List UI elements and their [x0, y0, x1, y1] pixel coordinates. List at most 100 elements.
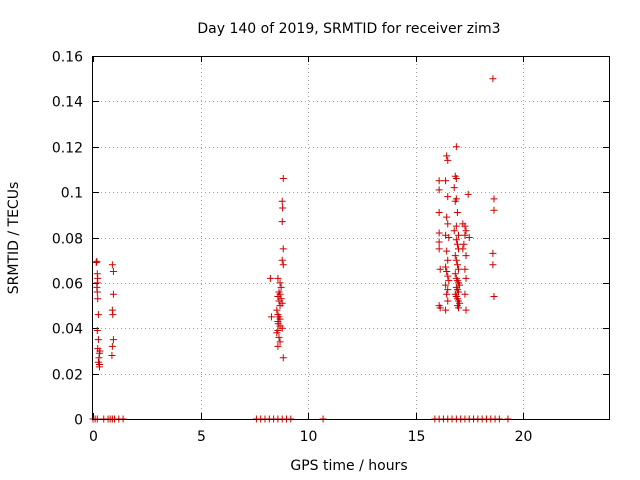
data-point [279, 354, 287, 362]
data-point [442, 306, 450, 314]
data-point [455, 304, 462, 312]
data-point [452, 143, 460, 151]
data-point [278, 324, 286, 332]
data-point [461, 231, 469, 239]
data-point [462, 274, 470, 282]
data-point [279, 175, 287, 183]
data-point [93, 288, 101, 296]
x-tick-label: 20 [515, 429, 533, 445]
data-point [443, 290, 451, 298]
data-point [464, 190, 472, 198]
data-point [444, 156, 452, 164]
x-tick-label: 0 [89, 429, 98, 445]
data-point [444, 272, 452, 280]
data-point [109, 290, 117, 298]
data-point [109, 268, 117, 276]
data-point [435, 177, 443, 185]
data-point [92, 258, 100, 266]
data-point [462, 227, 470, 235]
data-point [459, 220, 467, 228]
plot-frame [92, 56, 610, 420]
data-point [267, 313, 275, 321]
data-point [443, 213, 451, 221]
y-tick-label: 0.04 [52, 322, 83, 338]
x-axis-label: GPS time / hours [290, 458, 407, 474]
data-point [453, 261, 461, 269]
y-tick-label: 0.16 [52, 50, 83, 66]
grid-lines [93, 56, 609, 419]
data-point [442, 177, 450, 185]
data-point [465, 234, 473, 241]
data-point [93, 327, 101, 335]
y-tick-label: 0.1 [61, 186, 83, 202]
chart-title: Day 140 of 2019, SRMTID for receiver zim… [197, 21, 500, 37]
data-point [109, 336, 117, 344]
y-tick-label: 0 [74, 413, 83, 429]
data-point [444, 220, 452, 228]
data-point [453, 209, 461, 217]
data-point [452, 175, 460, 183]
data-point [489, 249, 497, 257]
data-point [461, 265, 469, 273]
data-point [279, 261, 287, 269]
data-point [274, 274, 282, 282]
data-point [489, 75, 497, 83]
data-point [436, 304, 444, 312]
data-point [462, 306, 470, 314]
data-point [273, 306, 281, 314]
data-point [443, 152, 451, 160]
data-point [450, 184, 458, 192]
data-point [442, 263, 450, 271]
data-points [89, 75, 512, 423]
data-point [490, 195, 498, 203]
data-point [275, 333, 283, 341]
data-point [460, 240, 468, 248]
data-point [451, 252, 459, 260]
data-point [435, 229, 443, 237]
data-point [278, 197, 286, 205]
data-point [452, 256, 460, 264]
data-point [461, 290, 469, 298]
y-tick-label: 0.12 [52, 141, 83, 157]
data-point [266, 274, 274, 282]
x-tick-label: 5 [197, 429, 206, 445]
data-point [452, 236, 460, 244]
data-point [443, 247, 451, 255]
x-tick-label: 15 [408, 429, 426, 445]
data-point [435, 209, 443, 217]
data-point [490, 206, 498, 214]
data-point [444, 286, 452, 294]
data-point [435, 186, 443, 194]
data-point [445, 277, 453, 285]
data-point [444, 193, 452, 201]
data-point [94, 295, 102, 303]
data-point [435, 245, 443, 253]
data-point [108, 351, 116, 359]
data-point [489, 261, 497, 269]
data-point [455, 265, 462, 273]
data-point [276, 279, 284, 287]
data-point [455, 231, 462, 239]
data-point [435, 238, 443, 246]
x-tick-label: 10 [300, 429, 318, 445]
y-tick-label: 0.06 [52, 277, 83, 293]
data-point [96, 347, 104, 355]
data-point [453, 240, 461, 248]
y-axis-label: SRMTID / TECUs [6, 182, 22, 295]
data-point [459, 245, 467, 253]
data-point [108, 342, 116, 350]
data-point [277, 283, 285, 291]
data-point [451, 270, 459, 278]
data-point [436, 265, 444, 273]
data-point [94, 311, 102, 319]
y-tick-labels: 0 0.02 0.04 0.06 0.08 0.1 0.12 0.14 0.16 [52, 50, 83, 429]
data-point [95, 354, 103, 362]
data-point [278, 256, 286, 264]
data-point [444, 256, 452, 264]
data-point [109, 311, 117, 319]
data-point [279, 245, 287, 253]
data-point [273, 329, 281, 337]
x-tick-labels: 0 5 10 15 20 [89, 429, 532, 445]
data-point [93, 257, 101, 265]
